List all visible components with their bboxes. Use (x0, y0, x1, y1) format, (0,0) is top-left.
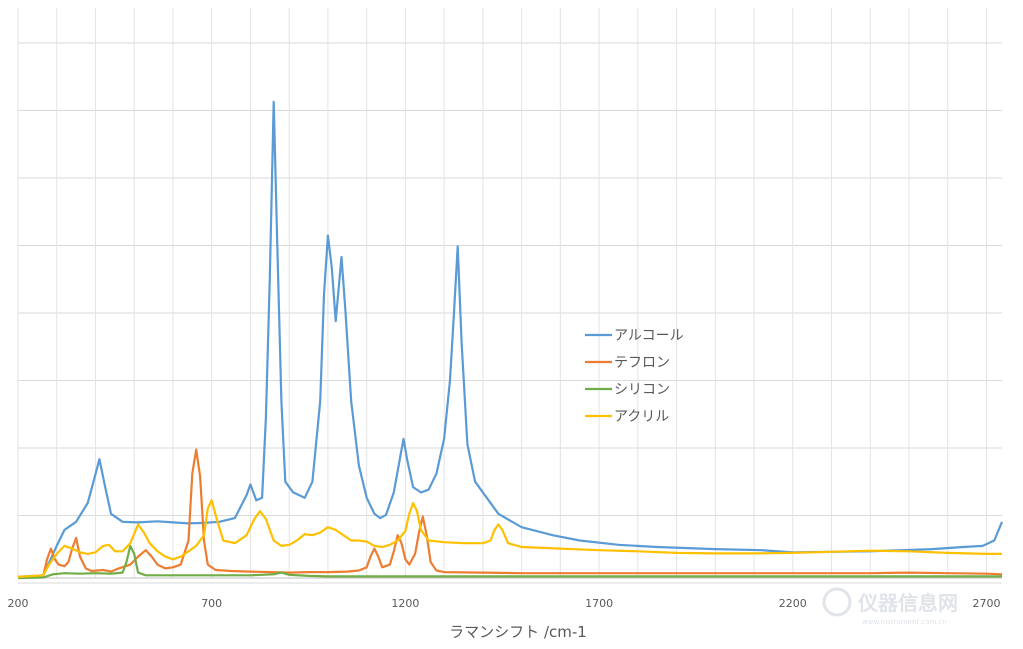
watermark-logo: 仪器信息网 www.instrument.com.cn (822, 587, 958, 626)
series-lines (17, 100, 1004, 580)
series-line-3 (17, 544, 1002, 580)
x-axis-title: ラマンシフト /cm-1 (449, 623, 587, 641)
x-tick-labels: 200 700 1200 1700 2200 2700 (8, 597, 1001, 610)
x-tick-label: 2200 (779, 597, 807, 610)
x-tick-label: 2700 (973, 597, 1001, 610)
legend-label: アクリル (614, 409, 669, 425)
watermark-logo-icon (822, 587, 852, 617)
legend-label: テフロン (614, 355, 670, 371)
series-line-4 (17, 499, 1002, 578)
legend-item: アルコール (585, 328, 684, 344)
x-tick-label: 1200 (391, 597, 419, 610)
x-tick-label: 1700 (585, 597, 613, 610)
x-tick-label: 700 (201, 597, 222, 610)
legend-item: テフロン (585, 355, 670, 371)
legend-item: アクリル (585, 409, 669, 425)
watermark-subtext: www.instrument.com.cn (862, 618, 947, 626)
series-line-2 (17, 448, 1003, 578)
legend-item: シリコン (585, 382, 670, 398)
legend-label: アルコール (614, 328, 684, 344)
series-line-1 (17, 100, 1004, 578)
legend-label: シリコン (614, 382, 670, 398)
watermark-text: 仪器信息网 (857, 591, 958, 615)
x-tick-label: 200 (8, 597, 29, 610)
grid-lines (17, 8, 1002, 584)
